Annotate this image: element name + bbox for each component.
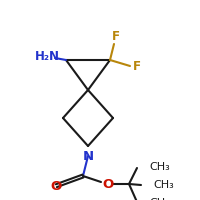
Text: H₂N: H₂N	[35, 49, 60, 62]
Text: O: O	[102, 178, 114, 192]
Text: CH₃: CH₃	[149, 162, 170, 172]
Text: O: O	[50, 180, 62, 194]
Text: N: N	[82, 150, 94, 163]
Text: CH₃: CH₃	[153, 180, 174, 190]
Text: CH₃: CH₃	[149, 198, 170, 200]
Text: F: F	[112, 30, 120, 44]
Text: F: F	[133, 60, 141, 73]
